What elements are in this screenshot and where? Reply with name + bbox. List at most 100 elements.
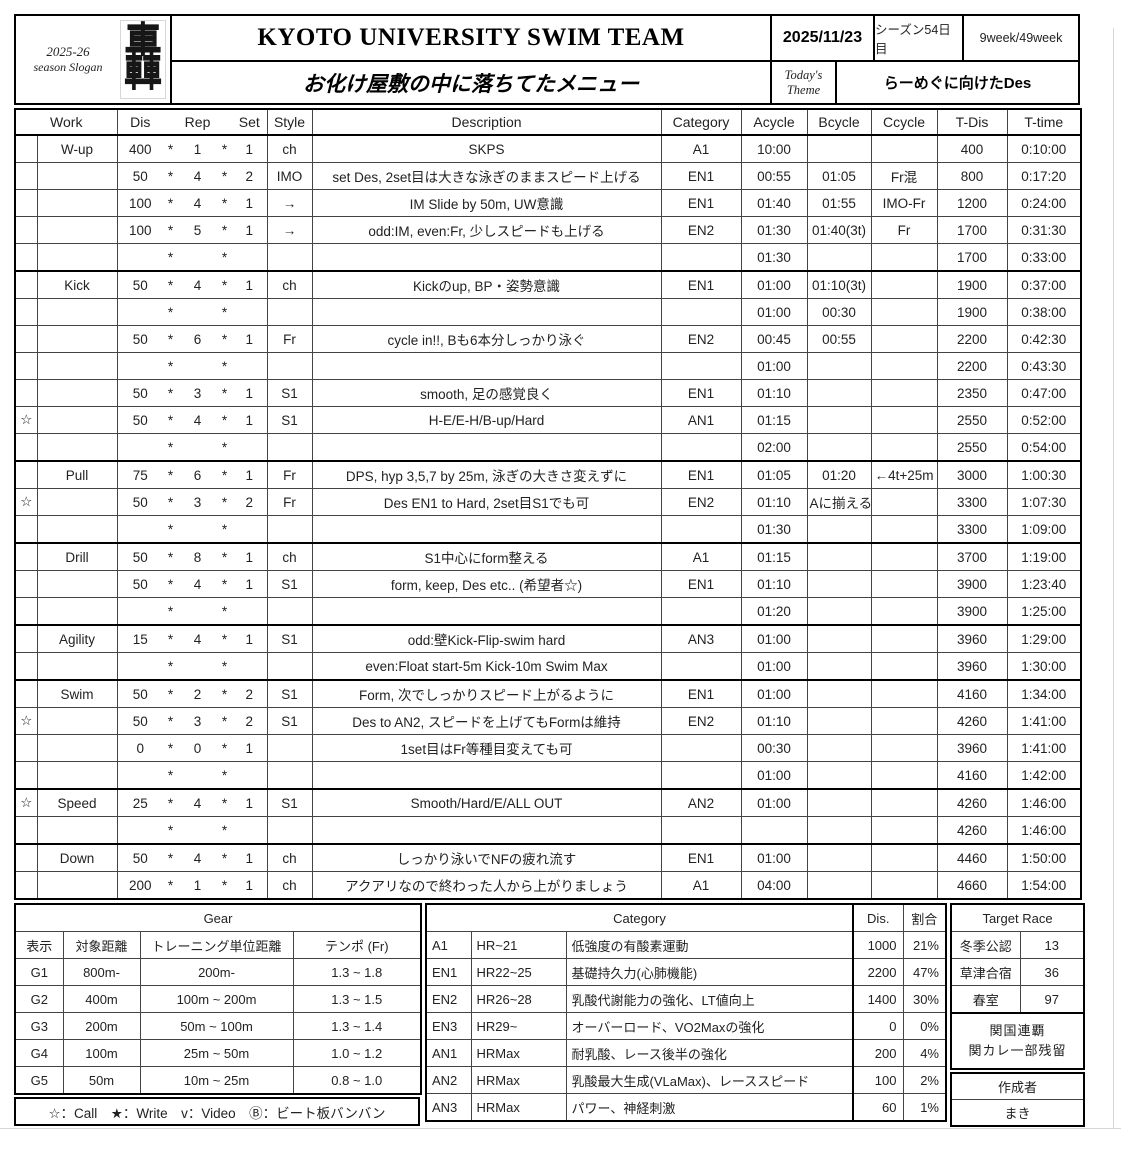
dis-cell: 100 [116, 216, 164, 244]
total-time-cell: 1:29:00 [1006, 624, 1082, 653]
theme-value: らーめぐに向けたDes [883, 75, 1032, 92]
style-cell [266, 652, 313, 681]
acycle-cell: 01:10 [740, 707, 808, 735]
style-cell: ch [266, 542, 313, 571]
asterisk-cell: * [163, 652, 179, 681]
set-cell: 1 [232, 189, 268, 217]
workout-row: W-up 400 * 1 * 1 ch SKPS A1 10:00 400 0:… [14, 134, 1082, 163]
asterisk-cell: * [217, 871, 233, 900]
asterisk-cell: * [217, 134, 233, 163]
work-cell [36, 189, 118, 217]
subtitle-row: お化け屋敷の中に落ちてたメニュー Today's Theme らーめぐに向けたD… [172, 62, 1078, 103]
category-cell: A1 [660, 871, 742, 900]
gear-code: G5 [14, 1066, 64, 1095]
workout-row: Drill 50 * 8 * 1 ch S1中心にform整える A1 01:1… [14, 542, 1082, 571]
category-cell [660, 298, 742, 326]
category-cell: EN2 [660, 707, 742, 735]
bcycle-cell [806, 597, 872, 626]
slogan-cell: 2025-26 season Slogan 轟 [16, 16, 172, 103]
style-cell: S1 [266, 379, 313, 407]
ccycle-cell [870, 816, 938, 845]
work-cell: Kick [36, 270, 118, 299]
gear-tempo: 0.8 ~ 1.0 [292, 1066, 422, 1095]
set-cell: 1 [232, 406, 268, 434]
bcycle-cell [806, 652, 872, 681]
ccycle-cell [870, 570, 938, 598]
set-cell: 1 [232, 871, 268, 900]
total-time-cell: 0:17:20 [1006, 162, 1082, 190]
page-boundary-vertical [1113, 28, 1114, 1128]
goal-line2: 関カレ一部残留 [968, 1043, 1067, 1058]
asterisk-cell: * [163, 433, 179, 462]
header-main: KYOTO UNIVERSITY SWIM TEAM 2025/11/23 シー… [172, 16, 1078, 103]
asterisk-cell: * [217, 162, 233, 190]
call-star-cell [14, 515, 38, 544]
style-cell: Fr [266, 460, 313, 489]
set-cell: 1 [232, 788, 268, 817]
dis-cell: 50 [116, 843, 164, 872]
bcycle-cell: 01:05 [806, 162, 872, 190]
rep-cell: 4 [178, 624, 218, 653]
description-cell [311, 243, 662, 272]
target-race-row: 冬季公認 13 [950, 931, 1085, 959]
call-star-cell: ☆ [14, 788, 38, 817]
category-ratio: 21% [902, 931, 947, 959]
set-cell: 1 [232, 134, 268, 163]
category-description: 乳酸代謝能力の強化、LT値向上 [565, 985, 854, 1013]
description-cell: odd:IM, even:Fr, 少しスピードも上げる [311, 216, 662, 244]
ccycle-cell [870, 433, 938, 462]
gear-unit-distance: 25m ~ 50m [139, 1039, 294, 1067]
set-cell: 2 [232, 707, 268, 735]
asterisk-cell: * [163, 243, 179, 272]
workout-row: Pull 75 * 6 * 1 Fr DPS, hyp 3,5,7 by 25m… [14, 460, 1082, 489]
ccycle-cell [870, 679, 938, 708]
gear-code: G2 [14, 985, 64, 1013]
acycle-cell: 01:30 [740, 243, 808, 272]
set-cell: 1 [232, 379, 268, 407]
ccycle-cell [870, 352, 938, 380]
description-cell [311, 761, 662, 790]
total-dis-cell: 1200 [936, 189, 1008, 217]
theme-label: Today's Theme [772, 62, 837, 103]
gear-title: Gear [14, 903, 422, 932]
asterisk-cell: * [163, 761, 179, 790]
workout-row: Swim 50 * 2 * 2 S1 Form, 次でしっかりスピード上がるよう… [14, 679, 1082, 708]
asterisk-cell: * [217, 325, 233, 353]
rep-cell [178, 433, 218, 462]
dis-cell: 50 [116, 679, 164, 708]
asterisk-cell: * [217, 707, 233, 735]
category-description: オーバーロード、VO2Maxの強化 [565, 1012, 854, 1040]
ccycle-cell [870, 843, 938, 872]
total-time-cell: 0:52:00 [1006, 406, 1082, 434]
call-star-cell [14, 679, 38, 708]
category-cell: AN3 [660, 624, 742, 653]
work-cell: Agility [36, 624, 118, 653]
style-cell: S1 [266, 406, 313, 434]
category-rows: A1 HR~21 低強度の有酸素運動 1000 21% EN1 HR22~25 … [425, 931, 947, 1122]
gear-row: G5 50m 10m ~ 25m 0.8 ~ 1.0 [14, 1066, 422, 1095]
work-cell [36, 433, 118, 462]
gear-target-distance: 800m- [62, 958, 141, 986]
work-cell [36, 352, 118, 380]
style-cell [266, 515, 313, 544]
ccycle-cell [870, 788, 938, 817]
gear-code: G4 [14, 1039, 64, 1067]
workout-rows: W-up 400 * 1 * 1 ch SKPS A1 10:00 400 0:… [14, 134, 1082, 900]
acycle-cell: 01:10 [740, 570, 808, 598]
ccycle-cell [870, 325, 938, 353]
creator-name: まき [950, 1099, 1085, 1127]
total-time-cell: 1:34:00 [1006, 679, 1082, 708]
bcycle-cell: 01:10(3t) [806, 270, 872, 299]
total-dis-cell: 3700 [936, 542, 1008, 571]
acycle-cell: 01:00 [740, 761, 808, 790]
menu-subtitle: お化け屋敷の中に落ちてたメニュー [172, 62, 772, 103]
rep-cell [178, 352, 218, 380]
work-cell [36, 734, 118, 762]
workout-table: Work Dis Rep Set Style Description Categ… [14, 108, 1083, 900]
work-cell [36, 325, 118, 353]
category-cell [660, 816, 742, 845]
call-star-cell [14, 597, 38, 626]
asterisk-cell: * [163, 515, 179, 544]
asterisk-cell: * [217, 243, 233, 272]
description-cell: アクアリなので終わった人から上がりましょう [311, 871, 662, 900]
